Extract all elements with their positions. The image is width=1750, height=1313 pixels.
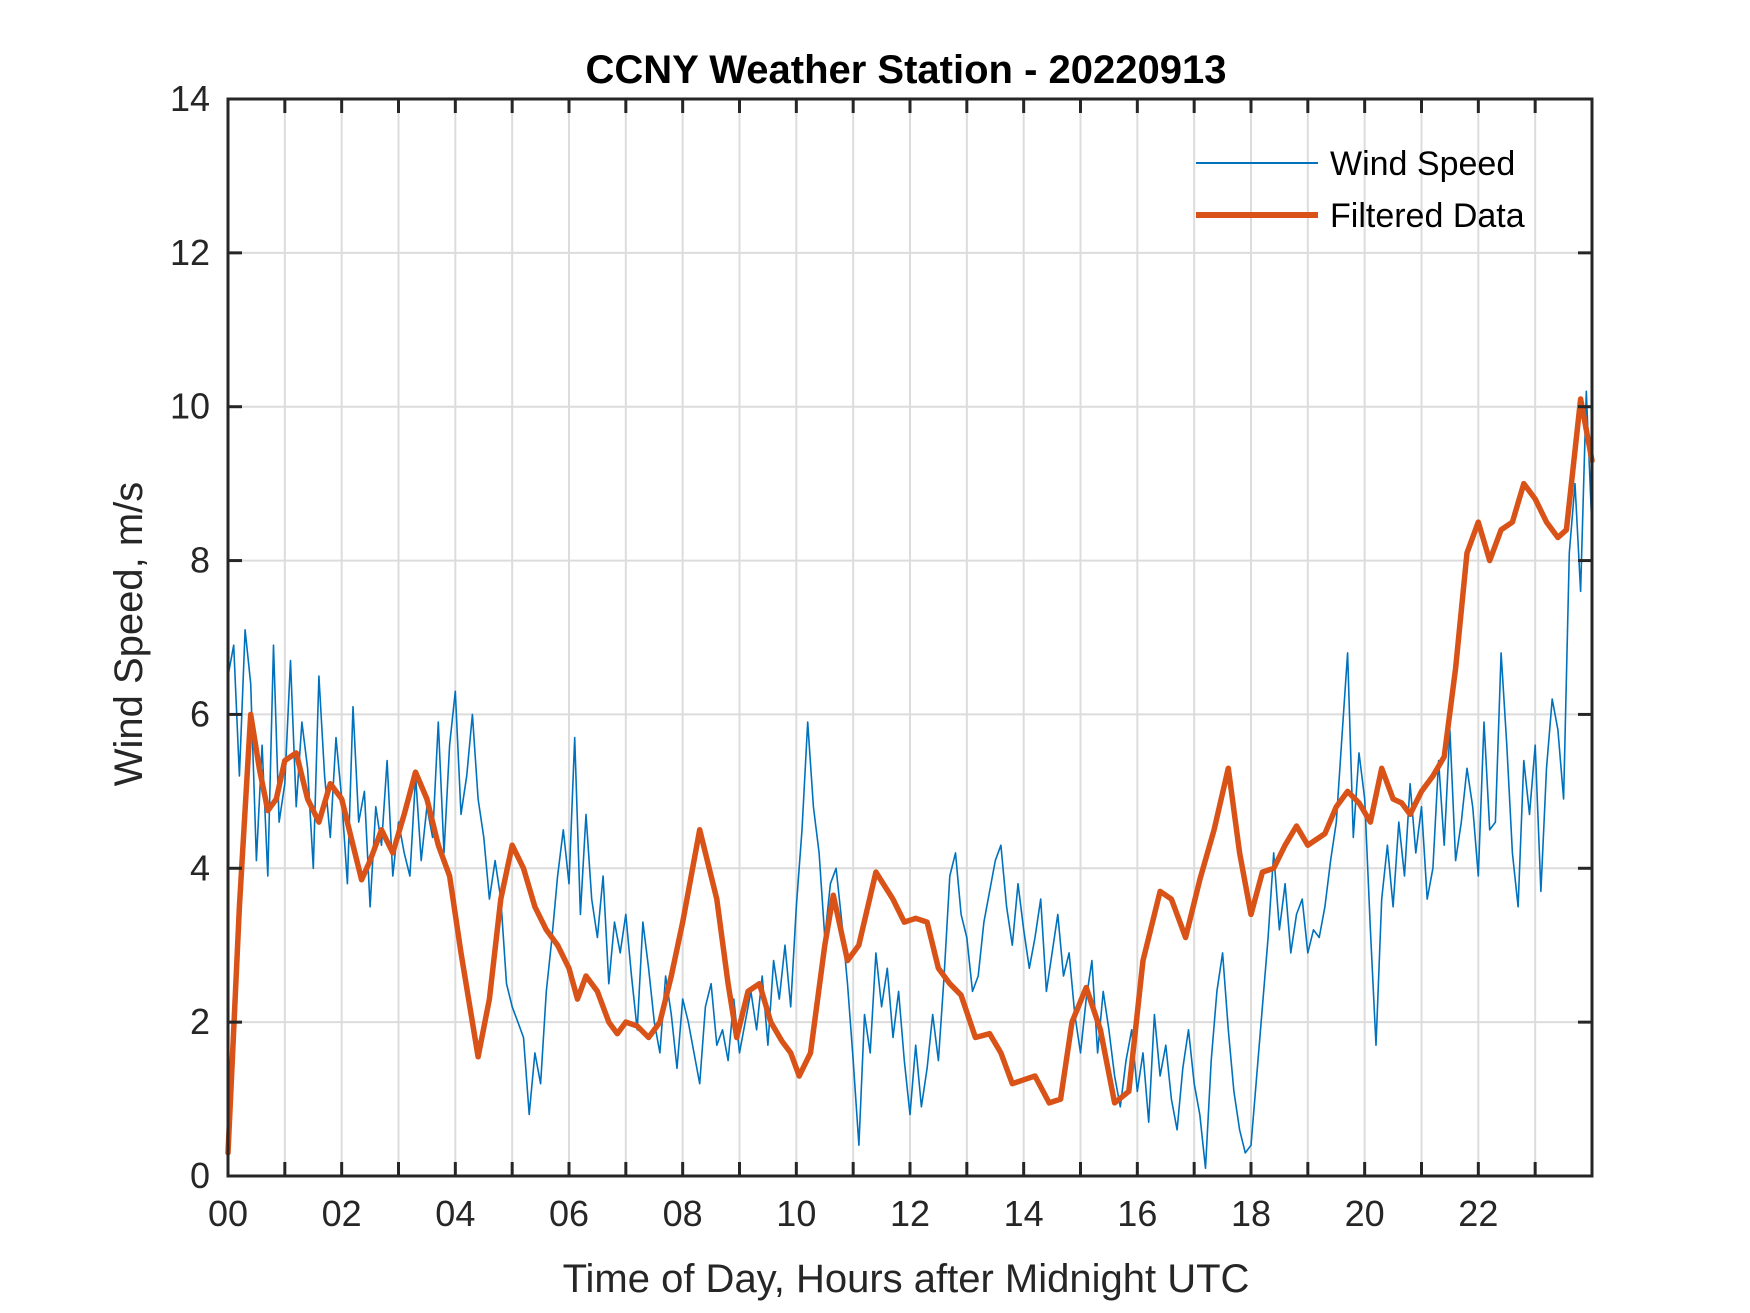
legend-label-filtered-data: Filtered Data: [1330, 197, 1525, 235]
y-tick-label: 6: [190, 693, 210, 734]
filtered-data-line: [225, 396, 1595, 1156]
y-tick-label: 10: [170, 386, 210, 427]
x-tick-label: 20: [1345, 1193, 1385, 1234]
y-tick-label: 12: [170, 232, 210, 273]
axes: [226, 97, 1594, 1178]
grid-lines: [228, 99, 1592, 1176]
wind-speed-series: [227, 182, 1593, 1170]
x-tick-label: 14: [1004, 1193, 1044, 1234]
y-tick-label: 14: [170, 78, 210, 119]
x-tick-label: 10: [776, 1193, 816, 1234]
x-tick-labels: 00 02 04 06 08 10 12 14 16 18 20 22: [208, 1193, 1498, 1234]
legend: Wind Speed Filtered Data: [1196, 145, 1525, 235]
x-tick-label: 18: [1231, 1193, 1271, 1234]
y-tick-label: 8: [190, 540, 210, 581]
x-tick-label: 08: [663, 1193, 703, 1234]
y-axis-label: Wind Speed, m/s: [107, 482, 151, 787]
y-tick-labels: 0 2 4 6 8 10 12 14: [170, 78, 210, 1196]
filtered-data-series: [225, 396, 1595, 1156]
wind-speed-line: [227, 182, 1593, 1170]
y-tick-label: 2: [190, 1001, 210, 1042]
y-tick-label: 4: [190, 847, 210, 888]
x-tick-label: 12: [890, 1193, 930, 1234]
x-tick-label: 22: [1458, 1193, 1498, 1234]
x-tick-label: 00: [208, 1193, 248, 1234]
x-axis-label: Time of Day, Hours after Midnight UTC: [563, 1257, 1250, 1301]
x-tick-label: 06: [549, 1193, 589, 1234]
y-tick-label: 0: [190, 1155, 210, 1196]
x-tick-label: 04: [435, 1193, 475, 1234]
x-tick-label: 02: [322, 1193, 362, 1234]
legend-label-wind-speed: Wind Speed: [1330, 145, 1515, 183]
chart-title: CCNY Weather Station - 20220913: [586, 48, 1227, 92]
x-tick-label: 16: [1117, 1193, 1157, 1234]
